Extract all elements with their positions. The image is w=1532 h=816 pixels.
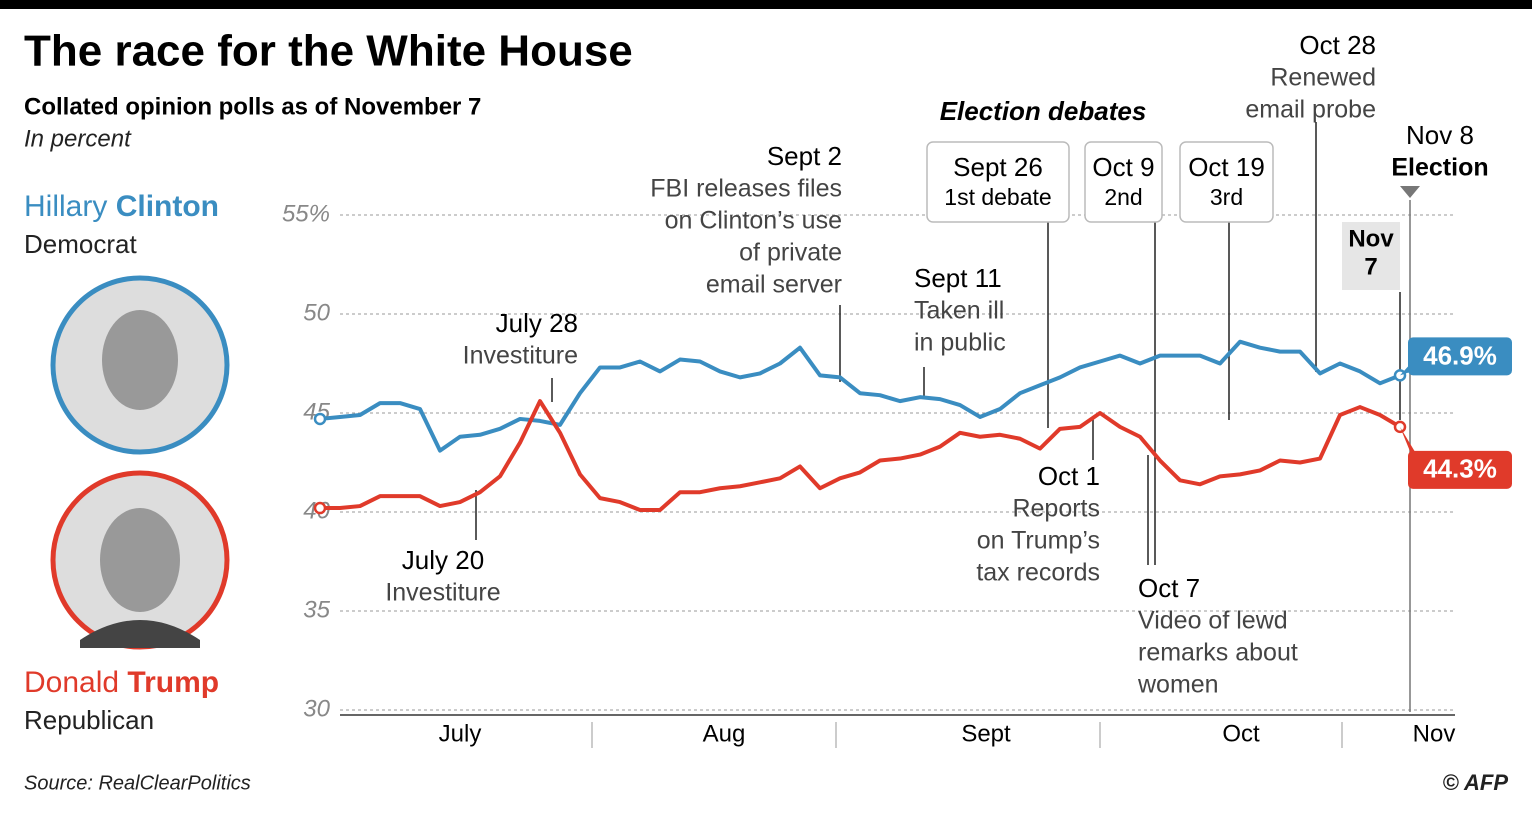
- poll-date-box: [1342, 222, 1400, 290]
- x-tick-label: July: [439, 720, 482, 747]
- legend-entry: Donald Trump: [24, 666, 219, 699]
- debate-text: 2nd: [1104, 184, 1142, 210]
- annotation-text: on Trump’s: [977, 527, 1100, 555]
- legend-first-name: Hillary: [24, 190, 107, 223]
- value-label-box: [1408, 450, 1512, 489]
- annotation-text: of private: [739, 239, 842, 267]
- debate-text: Oct 9: [1092, 152, 1154, 182]
- annotation-text: Election: [1391, 154, 1488, 182]
- source: Source: RealClearPolitics: [24, 772, 251, 794]
- y-tick-label: 55%: [282, 200, 330, 227]
- annotation-text: Video of lewd: [1138, 607, 1288, 635]
- election-marker: [1400, 186, 1420, 198]
- clinton-face: [102, 310, 178, 410]
- annotation-text: on Clinton’s use: [665, 207, 842, 235]
- poll-date-text: 7: [1364, 253, 1377, 280]
- end-point: [313, 412, 327, 426]
- annotation-text: in public: [914, 329, 1006, 357]
- debate-text: 1st debate: [944, 184, 1051, 210]
- credit: © AFP: [1442, 770, 1508, 795]
- x-tick-label: Sept: [961, 720, 1011, 747]
- legend-name: Clinton: [116, 190, 219, 223]
- y-tick-label: 30: [303, 695, 330, 722]
- top-bar: [0, 0, 1532, 9]
- annotation-text: Reports: [1012, 495, 1100, 523]
- debates-title: Election debates: [940, 96, 1147, 126]
- debate-box: [926, 141, 1070, 223]
- annotation-text: Oct 1: [1038, 461, 1100, 491]
- annotation-text: FBI releases files: [650, 175, 842, 203]
- x-tick-label: Nov: [1413, 720, 1456, 747]
- annotation-text: Sept 2: [767, 141, 842, 171]
- y-tick-label: 35: [303, 596, 330, 623]
- legend-party: Republican: [24, 705, 154, 735]
- annotation-text: Investiture: [463, 342, 578, 370]
- value-label: 46.9%: [1423, 340, 1497, 370]
- annotation-text: remarks about: [1138, 639, 1298, 667]
- annotation-text: July 20: [402, 545, 484, 575]
- series-line: [320, 399, 1402, 513]
- x-tick-label: Aug: [703, 720, 746, 747]
- trump-face: [100, 508, 180, 612]
- poll-date-text: Nov: [1348, 225, 1394, 252]
- annotation-text: email probe: [1245, 96, 1376, 124]
- annotation-text: Oct 7: [1138, 573, 1200, 603]
- annotation-text: Sept 11: [914, 263, 1002, 293]
- annotation-text: email server: [706, 271, 842, 299]
- legend-entry: Hillary Clinton: [24, 190, 219, 223]
- subtitle: Collated opinion polls as of November 7: [24, 93, 481, 120]
- debate-text: Oct 19: [1188, 152, 1265, 182]
- value-label: 44.3%: [1423, 454, 1497, 484]
- annotation-text: Renewed: [1270, 64, 1376, 92]
- legend-name: Trump: [127, 666, 219, 699]
- series-line: [319, 339, 1401, 453]
- debate-text: Sept 26: [953, 152, 1043, 182]
- value-label-box: [1408, 337, 1512, 376]
- annotation-text: women: [1137, 671, 1219, 699]
- annotation-text: Nov 8: [1406, 120, 1474, 150]
- legend-party: Democrat: [24, 229, 137, 259]
- annotation-text: Oct 28: [1299, 30, 1376, 60]
- debate-box: [1179, 141, 1274, 223]
- annotation-text: tax records: [976, 559, 1100, 587]
- legend-first-name: Donald: [24, 666, 119, 699]
- end-point: [313, 501, 327, 515]
- x-tick-label: Oct: [1222, 720, 1260, 747]
- annotation-text: Investiture: [385, 579, 500, 607]
- y-tick-label: 50: [303, 299, 330, 326]
- debate-text: 3rd: [1210, 184, 1243, 210]
- trump-suit: [80, 620, 200, 648]
- unit-note: In percent: [24, 125, 132, 152]
- annotation-text: July 28: [496, 308, 578, 338]
- annotation-text: Taken ill: [914, 297, 1004, 325]
- chart-title: The race for the White House: [24, 27, 633, 76]
- debate-box: [1084, 141, 1163, 223]
